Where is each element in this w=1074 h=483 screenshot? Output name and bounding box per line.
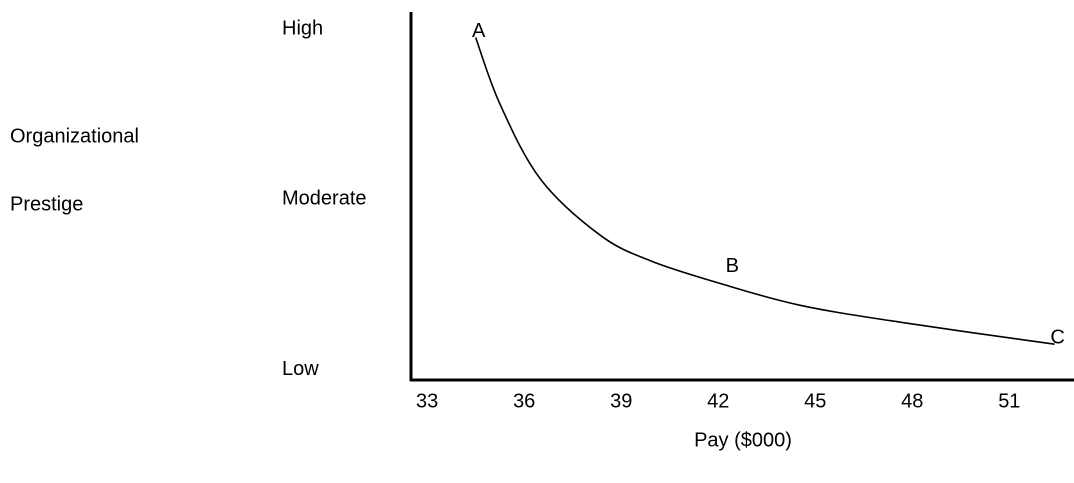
y-axis-label: Organizational [10,125,139,147]
y-tick-label: High [282,17,323,39]
y-tick-label: Low [282,358,319,380]
x-tick-label: 36 [513,390,535,412]
y-tick-label: Moderate [282,188,367,210]
x-tick-label: 42 [707,390,729,412]
x-tick-label: 39 [610,390,632,412]
x-tick-label: 51 [998,390,1020,412]
point-label: B [726,255,739,277]
x-axis-label: Pay ($000) [694,429,792,451]
curve [474,37,1055,346]
point-label: A [472,20,486,42]
x-tick-label: 33 [416,390,438,412]
x-tick-label: 48 [901,390,923,412]
y-axis-label: Prestige [10,193,83,215]
point-label: C [1050,327,1064,349]
x-tick-label: 45 [804,390,826,412]
